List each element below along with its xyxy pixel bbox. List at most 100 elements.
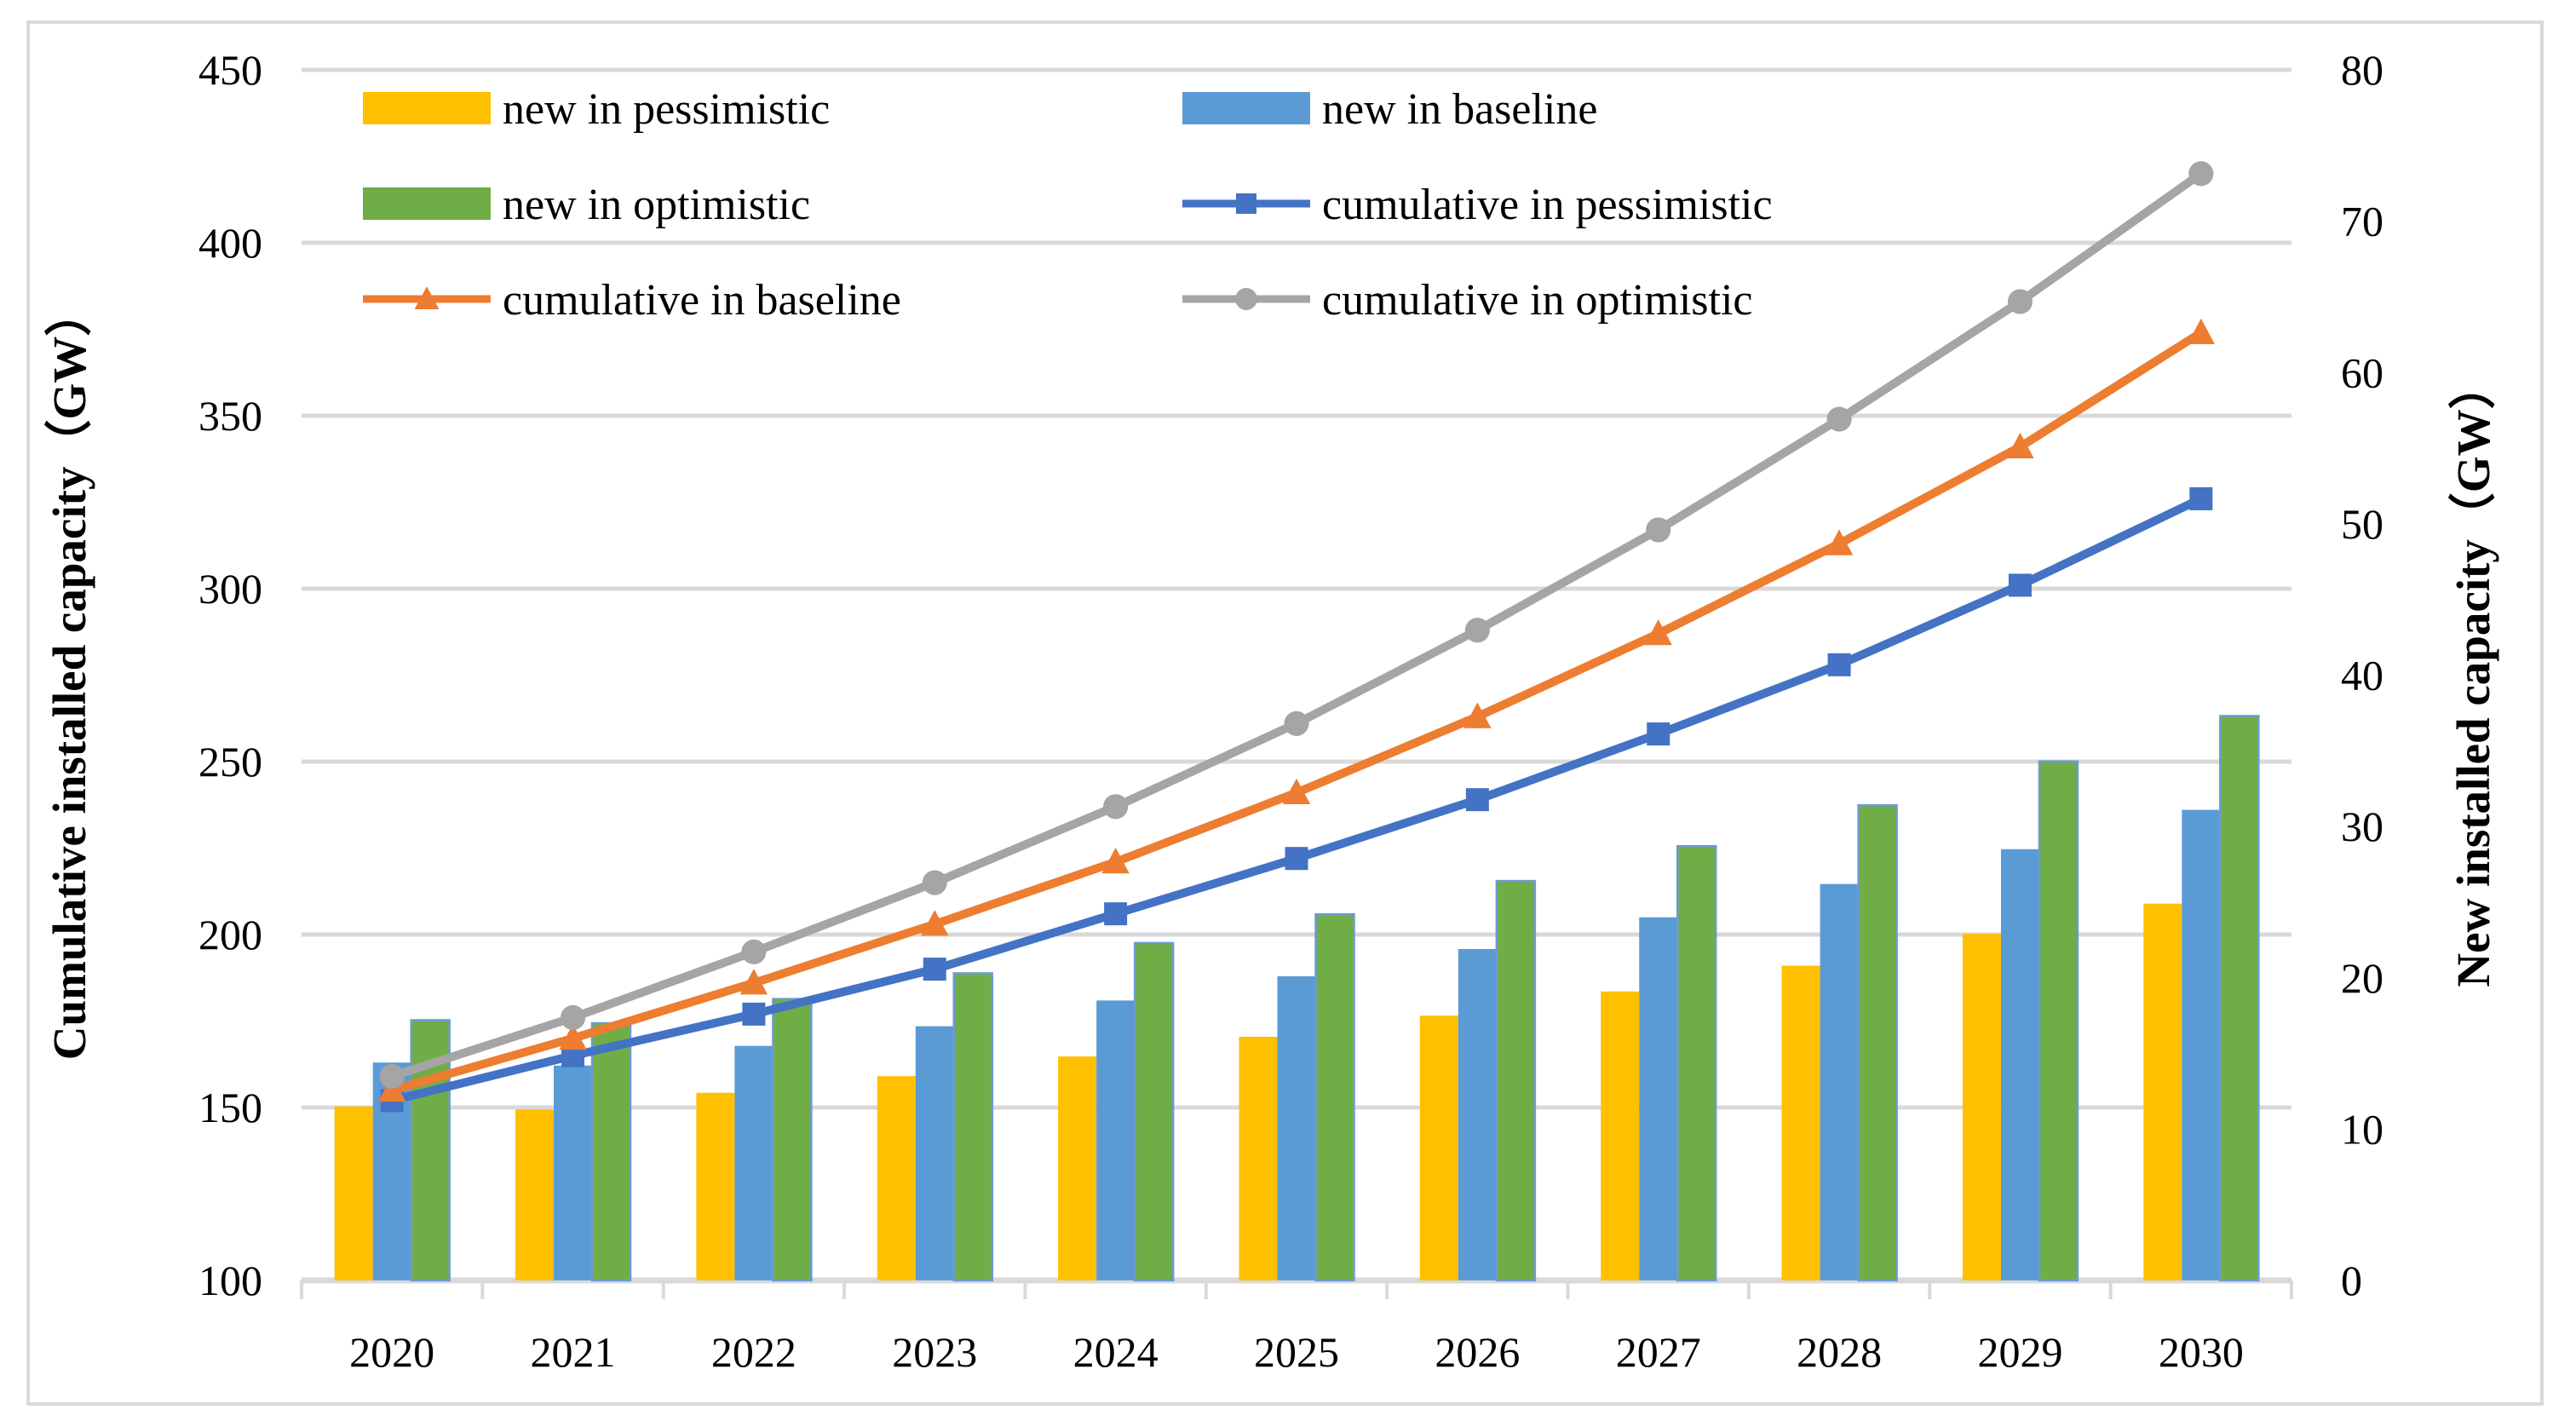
bar-new-in-optimistic [772, 998, 813, 1282]
legend-item: new in optimistic [363, 181, 810, 229]
circle-marker [1284, 710, 1309, 736]
triangle-marker [1463, 702, 1492, 728]
legend-label: new in pessimistic [503, 85, 830, 134]
left-axis-tick-label: 100 [198, 1257, 262, 1304]
triangle-marker [739, 969, 768, 995]
bar-new-in-optimistic [1857, 804, 1898, 1282]
bar-new-in-optimistic [1133, 941, 1175, 1282]
bar-new-in-optimistic [1314, 912, 1355, 1282]
circle-marker [379, 1063, 405, 1090]
bar-new-in-pessimistic [515, 1109, 555, 1280]
square-marker [1285, 847, 1308, 871]
triangle-marker [1644, 619, 1672, 646]
lines-layer [377, 161, 2216, 1113]
legend-circle-marker-icon [1235, 288, 1257, 310]
square-marker [1827, 653, 1851, 676]
bars-layer [334, 715, 2260, 1282]
x-axis-year-label: 2022 [711, 1328, 796, 1376]
triangle-marker [1282, 778, 1311, 805]
bar-new-in-baseline [1820, 883, 1859, 1280]
circle-marker [2188, 161, 2214, 187]
x-axis-year-label: 2025 [1254, 1328, 1339, 1376]
axes-layer [300, 1280, 2293, 1299]
circle-marker [1103, 794, 1129, 820]
bar-new-in-baseline [1639, 917, 1678, 1280]
legend-item: new in baseline [1182, 85, 1597, 134]
legend-swatch-new-in-optimistic [363, 187, 491, 220]
right-axis-tick-label: 10 [2341, 1105, 2383, 1153]
left-axis-title: Cumulative installed capacity（GW） [43, 290, 95, 1060]
bar-new-in-baseline [1458, 949, 1497, 1280]
x-axis-year-label: 2023 [892, 1328, 977, 1376]
bar-new-in-optimistic [2038, 760, 2079, 1282]
x-axis-year-label: 2026 [1435, 1328, 1520, 1376]
legend-label: new in baseline [1322, 85, 1597, 134]
x-axis-year-label: 2028 [1797, 1328, 1882, 1376]
square-marker [2189, 486, 2213, 510]
bar-new-in-baseline [734, 1045, 773, 1280]
legend-triangle-marker-icon [414, 286, 440, 309]
bar-new-in-pessimistic [334, 1106, 373, 1280]
left-axis-tick-label: 450 [198, 46, 262, 94]
x-axis-year-label: 2029 [1977, 1328, 2062, 1376]
triangle-marker [1825, 529, 1854, 555]
bar-new-in-baseline [2182, 809, 2221, 1280]
bar-new-in-optimistic [952, 972, 994, 1282]
tick-labels-layer: 1001502002503003504004500102030405060708… [198, 46, 2383, 1376]
circle-marker [560, 1004, 586, 1031]
triangle-marker [377, 1075, 406, 1102]
right-axis-tick-label: 40 [2341, 652, 2383, 699]
bar-new-in-pessimistic [1419, 1015, 1458, 1280]
legend-item: cumulative in baseline [363, 276, 901, 325]
legend-swatch-new-in-pessimistic [363, 92, 491, 124]
right-axis-tick-label: 50 [2341, 500, 2383, 548]
square-marker [923, 958, 946, 981]
square-marker [1104, 902, 1128, 926]
bar-new-in-optimistic [1495, 879, 1537, 1282]
circle-marker [1646, 517, 1671, 543]
right-axis-tick-label: 0 [2341, 1257, 2362, 1304]
circle-marker [922, 870, 947, 895]
bar-new-in-pessimistic [1962, 934, 2001, 1280]
legend-label: new in optimistic [503, 181, 810, 229]
triangle-marker [1101, 848, 1130, 874]
right-axis-tick-label: 30 [2341, 803, 2383, 850]
left-axis-tick-label: 250 [198, 738, 262, 785]
legend-square-marker-icon [1236, 193, 1256, 214]
legend-label: cumulative in optimistic [1322, 276, 1752, 325]
x-axis-year-label: 2024 [1073, 1328, 1159, 1376]
left-axis-tick-label: 150 [198, 1084, 262, 1131]
bar-new-in-baseline [1096, 1000, 1136, 1280]
x-axis-year-label: 2021 [531, 1328, 616, 1376]
right-axis-tick-label: 80 [2341, 46, 2383, 94]
x-axis-year-label: 2030 [2159, 1328, 2244, 1376]
circle-marker [1826, 406, 1852, 432]
triangle-marker [2006, 432, 2034, 459]
legend-label: cumulative in baseline [503, 276, 901, 325]
right-axis-tick-label: 70 [2341, 198, 2383, 245]
legend-swatch-new-in-baseline [1182, 92, 1310, 124]
square-marker [1647, 722, 1670, 746]
square-marker [1465, 788, 1489, 812]
bar-new-in-baseline [1277, 975, 1316, 1280]
bar-new-in-baseline [2000, 849, 2039, 1280]
left-axis-tick-label: 200 [198, 911, 262, 958]
legend-label: cumulative in pessimistic [1322, 181, 1773, 229]
square-marker [742, 1002, 766, 1026]
legend: new in pessimistic new in baseline new in … [363, 85, 1773, 325]
bar-new-in-pessimistic [2143, 903, 2182, 1280]
circle-marker [741, 939, 767, 964]
triangle-marker [921, 910, 949, 936]
right-axis-tick-label: 60 [2341, 348, 2383, 396]
square-marker [2008, 573, 2032, 597]
triangle-marker [559, 1024, 587, 1050]
right-axis-title: New installed capacity（GW） [2447, 362, 2499, 987]
legend-item: cumulative in pessimistic [1182, 181, 1773, 229]
x-axis-year-label: 2020 [349, 1328, 434, 1376]
bar-new-in-pessimistic [877, 1076, 916, 1280]
right-axis-tick-label: 20 [2341, 954, 2383, 1002]
bar-new-in-optimistic [2219, 715, 2260, 1282]
left-axis-tick-label: 300 [198, 565, 262, 613]
gridlines-layer [302, 67, 2291, 1284]
